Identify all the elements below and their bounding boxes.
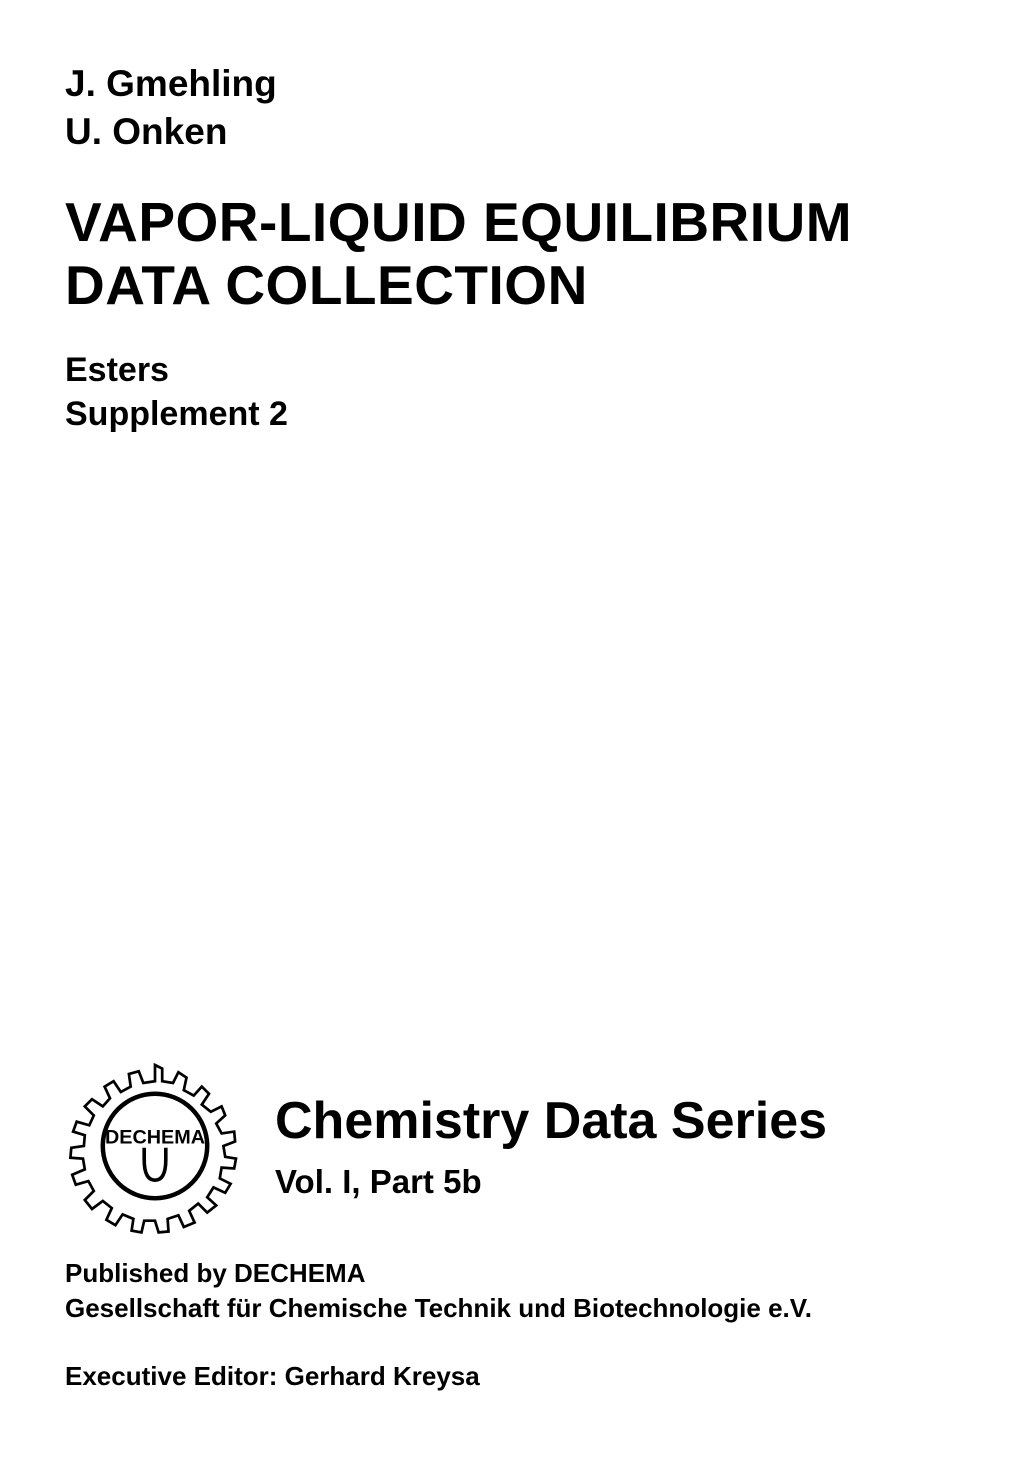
svg-text:DECHEMA: DECHEMA bbox=[105, 1126, 205, 1148]
subtitle-line-1: Esters bbox=[65, 348, 955, 392]
series-title: Chemistry Data Series bbox=[275, 1091, 827, 1151]
publisher-line-1: Published by DECHEMA bbox=[65, 1256, 955, 1291]
author-line-1: J. Gmehling bbox=[65, 60, 955, 108]
title-line-2: DATA COLLECTION bbox=[65, 254, 955, 317]
dechema-logo: DECHEMA bbox=[65, 1056, 245, 1236]
main-title: VAPOR-LIQUID EQUILIBRIUM DATA COLLECTION bbox=[65, 191, 955, 318]
executive-editor: Executive Editor: Gerhard Kreysa bbox=[65, 1361, 955, 1392]
publisher-line-2: Gesellschaft für Chemische Technik und B… bbox=[65, 1291, 955, 1326]
subtitle-block: Esters Supplement 2 bbox=[65, 348, 955, 436]
authors-block: J. Gmehling U. Onken bbox=[65, 60, 955, 156]
subtitle-line-2: Supplement 2 bbox=[65, 392, 955, 436]
publisher-block: Published by DECHEMA Gesellschaft für Ch… bbox=[65, 1256, 955, 1326]
title-line-1: VAPOR-LIQUID EQUILIBRIUM bbox=[65, 191, 955, 254]
series-block: Chemistry Data Series Vol. I, Part 5b bbox=[275, 1091, 827, 1201]
volume-label: Vol. I, Part 5b bbox=[275, 1163, 827, 1201]
logo-series-row: DECHEMA Chemistry Data Series Vol. I, Pa… bbox=[65, 1056, 955, 1236]
bottom-block: DECHEMA Chemistry Data Series Vol. I, Pa… bbox=[65, 1056, 955, 1392]
author-line-2: U. Onken bbox=[65, 108, 955, 156]
